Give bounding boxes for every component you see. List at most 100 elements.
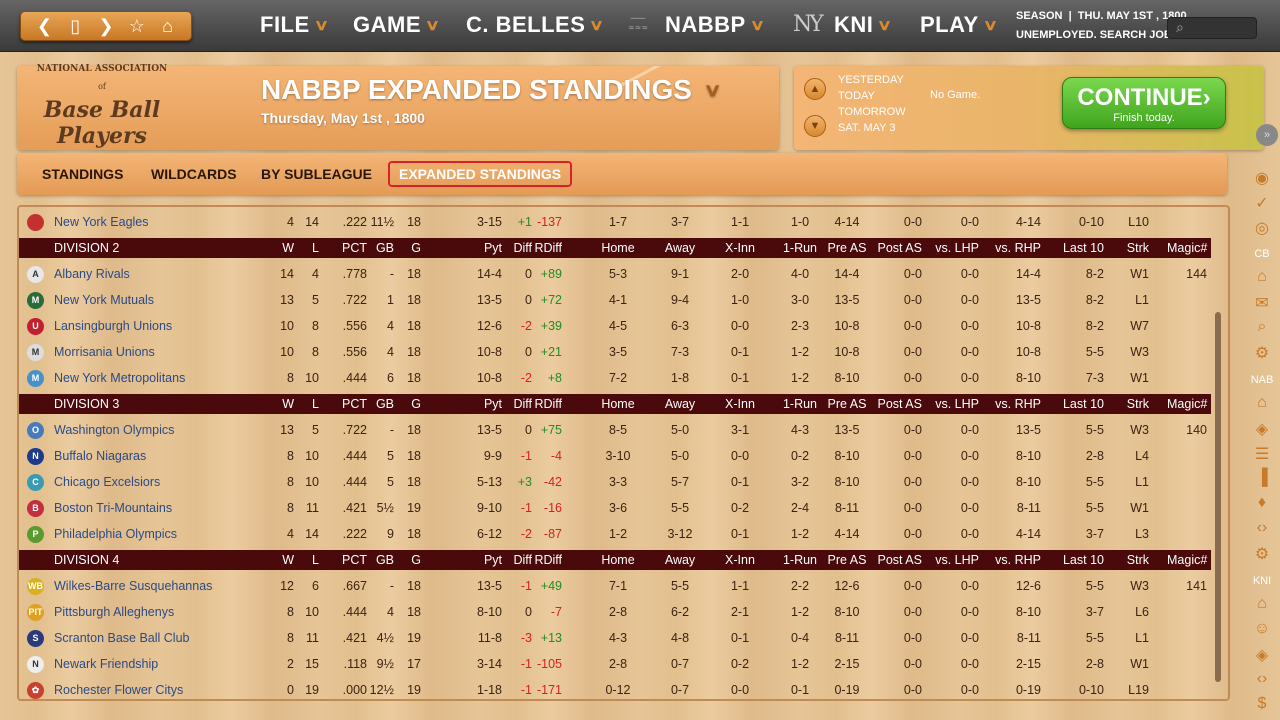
table-scrollbar[interactable] [1212,207,1226,695]
table-row[interactable]: C Chicago Excelsiors 8 10 .444 5 18 5-13 +3 -42 3-… [19,469,1211,495]
continue-button[interactable]: CONTINUE› Finish today. [1062,77,1226,129]
menu-cbelles[interactable]: C. BELLES ∨ [466,12,606,37]
table-row[interactable]: U Lansingburgh Unions 10 8 .556 4 18 12-6 -2 +39 4… [19,313,1211,339]
table-row[interactable]: N Buffalo Niagaras 8 10 .444 5 18 9-9 -1 -4 3-10 5-… [19,443,1211,469]
column-header[interactable]: Away [664,397,696,411]
tab-standings[interactable]: STANDINGS [42,166,124,182]
column-header[interactable]: vs. LHP [935,397,979,411]
menu-play[interactable]: PLAY ∨ [920,12,999,37]
team-link[interactable]: Washington Olympics [54,423,175,437]
team-link[interactable]: Wilkes-Barre Susquehannas [54,579,213,593]
column-header[interactable]: Pyt [483,241,502,255]
team-link[interactable]: Philadelphia Olympics [54,527,177,541]
column-header[interactable]: Pyt [483,397,502,411]
people-icon[interactable]: ☺ [1253,620,1271,637]
column-header[interactable]: Strk [1126,397,1149,411]
team-link[interactable]: New York Metropolitans [54,371,186,385]
column-header[interactable]: Post AS [877,397,922,411]
column-header[interactable]: Pre AS [827,241,867,255]
column-header[interactable]: RDiff [534,553,562,567]
column-header[interactable]: GB [375,241,394,255]
column-header[interactable]: vs. RHP [995,241,1041,255]
team-link[interactable]: Pittsburgh Alleghenys [54,605,175,619]
table-row[interactable]: A Albany Rivals 14 4.778-18 14-4 0 +89 5-3 9-1 2-… [19,261,1211,287]
column-header[interactable]: 1-Run [782,241,818,255]
team-link[interactable]: Morrisania Unions [54,345,155,359]
star-icon[interactable]: ☆ [128,16,145,36]
column-header[interactable]: L [312,553,319,567]
team-link[interactable]: Chicago Excelsiors [54,475,161,489]
column-header[interactable]: Last 10 [1062,241,1104,255]
column-header[interactable]: W [282,397,294,411]
table-row[interactable]: S Scranton Base Ball Club 8 11 .421 4½ 19 11-8 -… [19,625,1211,651]
table-row[interactable]: ✿ Rochester Flower Citys 0 19 .000 12½ 19 1-18 -… [19,677,1211,699]
column-header[interactable]: Away [664,241,696,255]
scroll-thumb[interactable] [1215,312,1221,682]
column-header[interactable]: Last 10 [1062,553,1104,567]
code-icon[interactable]: ‹› [1256,670,1268,687]
column-header[interactable]: Strk [1126,553,1149,567]
column-header[interactable]: vs. LHP [935,553,979,567]
column-header[interactable]: Last 10 [1062,397,1104,411]
column-header[interactable]: Home [601,553,635,567]
bar-chart-icon[interactable]: ▐ [1256,469,1268,486]
column-header[interactable]: vs. RHP [995,397,1041,411]
tab-expanded-standings[interactable]: EXPANDED STANDINGS [388,161,573,187]
column-header[interactable]: G [411,241,421,255]
globe-icon[interactable]: ◎ [1255,220,1269,237]
mail-icon[interactable]: ✉ [1255,295,1269,312]
dollar-icon[interactable]: $ [1257,695,1267,712]
column-header[interactable]: vs. LHP [935,241,979,255]
day-up-icon[interactable]: ▲ [804,78,826,100]
checkmark-icon[interactable]: ✓ [1255,195,1269,212]
team-link[interactable]: Lansingburgh Unions [54,319,173,333]
gear-icon[interactable]: ⚙ [1254,345,1270,362]
table-row[interactable]: N Newark Friendship 2 15 .118 9½ 17 3-14 -1 -105 2… [19,651,1211,677]
day-down-icon[interactable]: ▼ [804,115,826,137]
table-row[interactable]: WB Wilkes-Barre Susquehannas 12 6 .667 -18 13-… [19,573,1211,599]
code-icon[interactable]: ‹› [1256,519,1268,536]
column-header[interactable]: Pre AS [827,397,867,411]
column-header[interactable]: RDiff [534,397,562,411]
team-link[interactable]: Scranton Base Ball Club [54,631,190,645]
tab-by-subleague[interactable]: BY SUBLEAGUE [261,166,372,182]
column-header[interactable]: L [312,397,319,411]
column-header[interactable]: 1-Run [782,553,818,567]
home-icon[interactable]: ⌂ [1257,595,1267,612]
team-link[interactable]: Rochester Flower Citys [54,683,184,697]
table-row[interactable]: B Boston Tri-Mountains 8 11 .421 5½ 19 9-10 -1 -1… [19,495,1211,521]
home-icon[interactable]: ⌂ [1257,394,1267,411]
column-header[interactable]: PCT [342,241,367,255]
list-icon[interactable]: ☰ [1254,446,1270,463]
home-icon[interactable]: ⌂ [1257,268,1267,285]
tag-icon[interactable]: ◈ [1255,421,1269,438]
search-icon[interactable]: ⌕ [1257,318,1267,335]
column-header[interactable]: Post AS [877,241,922,255]
location-pin-icon[interactable]: ◉ [1255,170,1269,187]
column-header[interactable]: X-Inn [725,397,755,411]
page-icon[interactable]: ▯ [70,16,81,36]
column-header[interactable]: Post AS [877,553,922,567]
menu-game[interactable]: GAME ∨ [353,12,441,37]
column-header[interactable]: PCT [342,553,367,567]
team-link[interactable]: Buffalo Niagaras [54,449,147,463]
column-header[interactable]: PCT [342,397,367,411]
table-row[interactable]: PIT Pittsburgh Alleghenys 8 10.444 4 18 8-10 0-… [19,599,1211,625]
column-header[interactable]: GB [375,553,394,567]
home-icon[interactable]: ⌂ [162,16,174,36]
column-header[interactable]: Magic# [1167,553,1208,567]
menu-nabbp[interactable]: NABBP ∨ [665,12,766,37]
team-link[interactable]: Newark Friendship [54,657,159,671]
column-header[interactable]: Strk [1126,241,1149,255]
column-header[interactable]: X-Inn [725,553,755,567]
column-header[interactable]: Diff [513,553,532,567]
team-link[interactable]: Albany Rivals [54,267,130,281]
page-title[interactable]: NABBP EXPANDED STANDINGS ∨ [261,74,722,105]
table-row[interactable]: P Philadelphia Olympics 4 14 .222 9 18 6-12 -2 -8… [19,521,1211,547]
column-header[interactable]: 1-Run [782,397,818,411]
column-header[interactable]: Pre AS [827,553,867,567]
column-header[interactable]: G [411,553,421,567]
forward-icon[interactable]: ❯ [98,16,114,36]
menu-kni[interactable]: KNI ∨ [834,12,894,37]
tab-wildcards[interactable]: WILDCARDS [151,166,237,182]
